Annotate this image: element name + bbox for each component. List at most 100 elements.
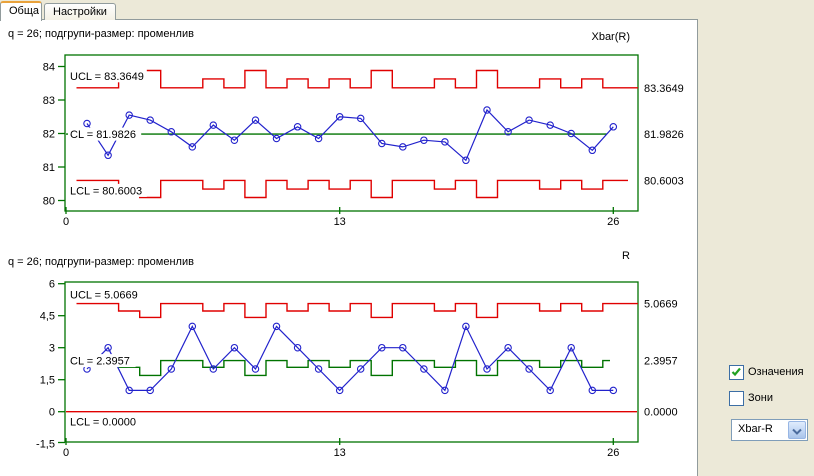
data-point-marker (546, 121, 554, 129)
zones-checkbox-label[interactable]: Зони (748, 392, 773, 404)
y-tick-label: 84 (43, 62, 55, 74)
data-point-marker (356, 114, 365, 123)
data-point-marker (378, 343, 386, 352)
r-chart-type-label: R (622, 250, 630, 262)
data-point-marker (314, 134, 323, 143)
legend-checkbox-row: Означения (729, 365, 814, 381)
data-point-marker (209, 121, 218, 129)
cl-label-bg (68, 127, 142, 141)
data-point-marker (335, 386, 344, 395)
data-point-marker (483, 106, 491, 114)
y-tick-label: 83 (43, 95, 55, 107)
limit-value-label: 81.9826 (644, 129, 684, 141)
control-charts-canvas: 84 83 82 81 80 0 13 26 UCL = 83.3649 CL = 81.9826… (36, 54, 684, 459)
y-tick-label: 3 (49, 343, 55, 355)
ucl-line (76, 69, 638, 89)
limit-value-label: 5.0669 (644, 299, 678, 311)
x-tick-label: 13 (334, 216, 346, 228)
data-point-marker (146, 116, 154, 124)
data-point-marker (525, 365, 533, 373)
data-point-marker (314, 365, 323, 373)
legend-checkbox-label[interactable]: Означения (748, 366, 804, 378)
data-point-marker (125, 386, 133, 395)
data-point-marker (567, 343, 575, 352)
y-tick-label: 0 (49, 407, 55, 419)
data-point-marker (272, 322, 281, 331)
data-point-marker (420, 136, 428, 144)
data-point-marker (462, 156, 470, 165)
series-line (86, 108, 614, 162)
r-chart-title: q = 26; подгрупи-размер: променлив (8, 256, 194, 268)
series-line (86, 324, 614, 392)
x-tick-label: 13 (334, 447, 346, 459)
data-point-marker (209, 365, 218, 373)
data-point-marker (399, 143, 407, 151)
data-point-marker (188, 143, 197, 151)
tab-general[interactable]: Обща (0, 1, 42, 21)
data-point-marker (104, 343, 112, 352)
limit-value-label: 80.6003 (644, 175, 684, 187)
limit-value-label: 83.3649 (644, 83, 684, 95)
data-point-marker (609, 123, 618, 131)
data-point-marker (483, 365, 491, 373)
ucl-label-bg (68, 288, 142, 302)
tab-page-general (0, 19, 698, 476)
y-tick-label: 80 (43, 196, 55, 208)
y-tick-label: 82 (43, 129, 55, 141)
data-point-marker (588, 146, 597, 155)
data-point-marker (546, 386, 554, 395)
data-point-marker (230, 343, 239, 352)
lcl-label-bg (68, 415, 142, 429)
chart-type-dropdown[interactable]: Xbar-R (731, 419, 808, 441)
zones-checkbox-row: Зони (729, 391, 814, 407)
data-point-marker (230, 136, 239, 144)
dropdown-button[interactable] (788, 421, 806, 439)
data-point-marker (335, 113, 344, 121)
y-tick-label: 81 (43, 162, 55, 174)
data-point-marker (356, 365, 365, 373)
data-point-marker (146, 386, 154, 395)
center-line (76, 359, 610, 377)
lcl-label: LCL = 80.6003 (70, 185, 142, 197)
chevron-down-icon (792, 428, 802, 435)
xbar-chart-type-label: Xbar(R) (591, 31, 630, 43)
data-point-marker (188, 322, 197, 331)
data-point-marker (504, 128, 512, 136)
chart-type-dropdown-value: Xbar-R (738, 423, 773, 435)
limit-value-label: 2.3957 (644, 356, 678, 368)
data-point-marker (567, 129, 575, 138)
ucl-label: UCL = 83.3649 (70, 71, 144, 83)
cl-label: CL = 81.9826 (70, 129, 136, 141)
data-point-marker (272, 134, 281, 143)
x-tick-label: 26 (607, 447, 619, 459)
data-point-marker (420, 365, 428, 373)
limit-value-label: 0.0000 (644, 407, 678, 419)
data-point-marker (588, 386, 597, 395)
data-point-marker (378, 139, 386, 148)
cl-label-bg (68, 354, 136, 368)
data-point-marker (525, 116, 533, 124)
lcl-label: LCL = 0.0000 (70, 417, 136, 429)
data-point-marker (462, 322, 470, 331)
xbar-chart-title: q = 26; подгрупи-размер: променлив (8, 28, 194, 40)
legend-checkbox[interactable] (729, 365, 744, 380)
x-tick-label: 26 (607, 216, 619, 228)
data-point-marker (104, 151, 112, 160)
data-point-marker (293, 343, 302, 352)
zones-checkbox[interactable] (729, 391, 744, 406)
data-point-marker (251, 116, 260, 124)
lcl-label-bg (68, 183, 147, 197)
data-point-marker (83, 119, 91, 128)
xbar-chart: 84 83 82 81 80 0 13 26 UCL = 83.3649 CL = 81.9826… (43, 54, 684, 228)
data-point-marker (251, 365, 260, 373)
lcl-line (76, 179, 628, 199)
tab-settings[interactable]: Настройки (44, 3, 116, 20)
data-point-marker (167, 128, 176, 136)
y-tick-label: 6 (49, 279, 55, 291)
plot-border (64, 281, 639, 443)
y-tick-label: 4,5 (40, 311, 55, 323)
data-point-marker (504, 343, 512, 352)
cl-label: CL = 2.3957 (70, 356, 130, 368)
data-point-marker (125, 111, 133, 119)
x-tick-label: 0 (63, 216, 69, 228)
